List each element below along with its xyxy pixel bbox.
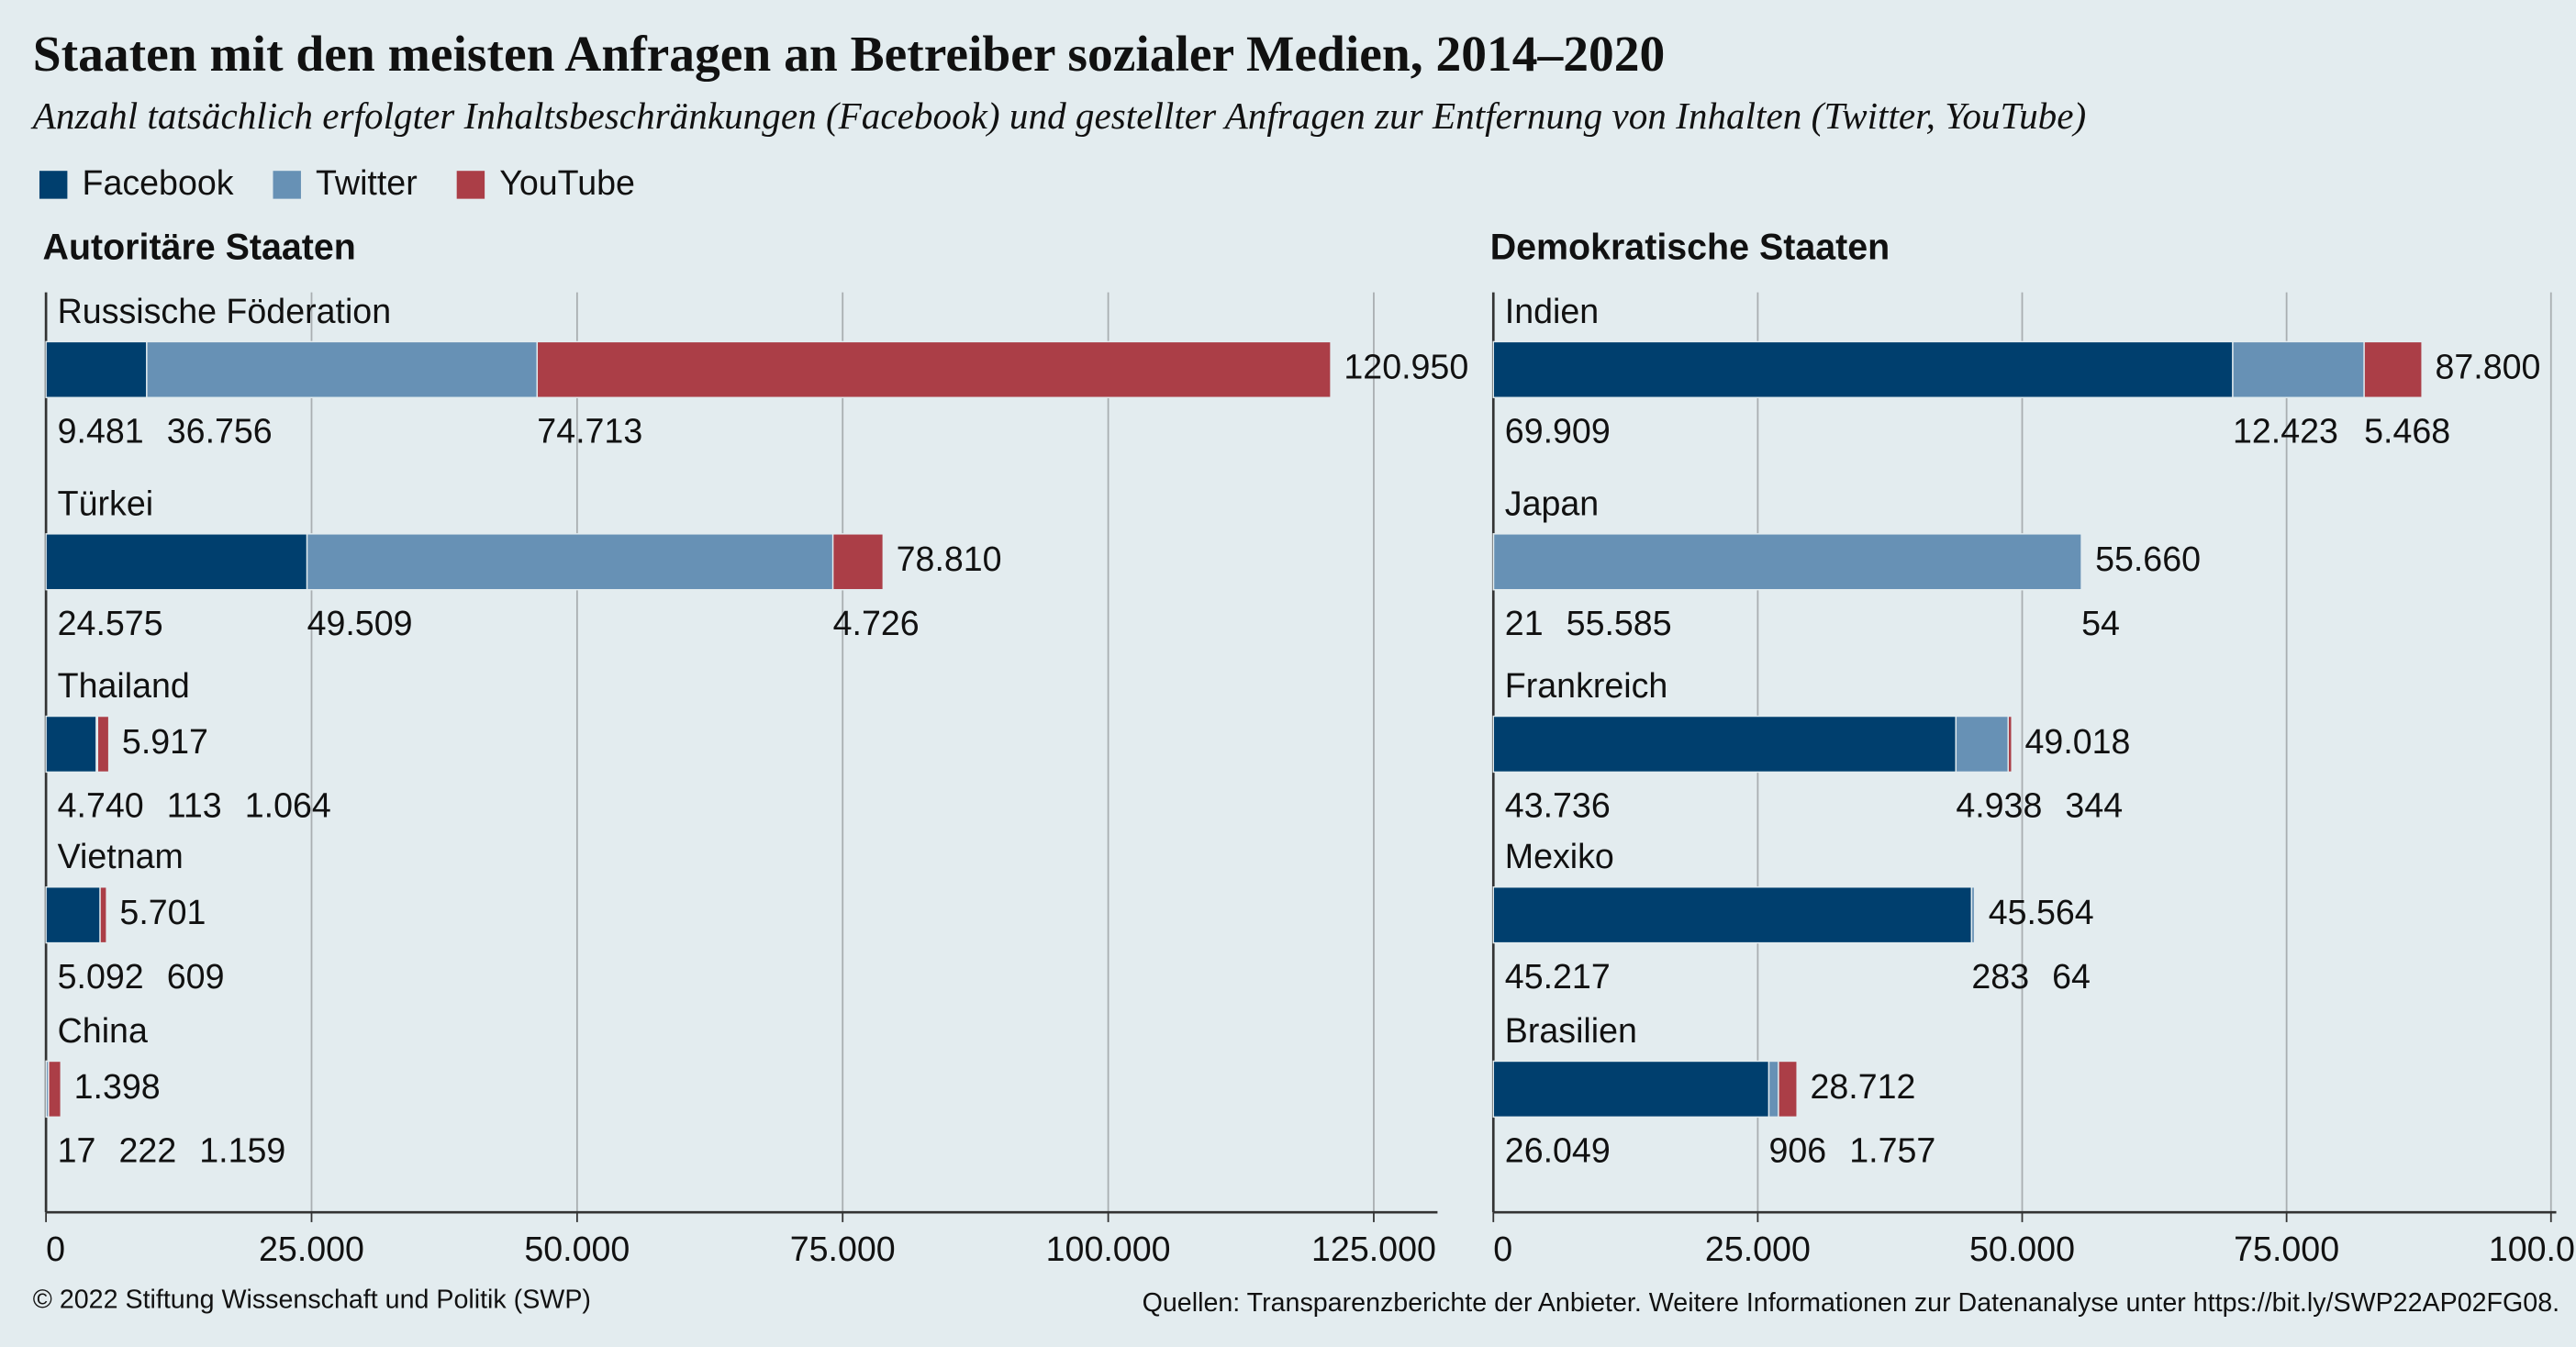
chart-subtitle: Anzahl tatsächlich erfolgter Inhaltsbesc… bbox=[30, 95, 2086, 138]
category-label: Mexiko bbox=[1505, 837, 1614, 875]
panel-title: Autoritäre Staaten bbox=[43, 228, 356, 268]
value-label: 74.713 bbox=[537, 412, 642, 451]
value-label: 21 bbox=[1505, 604, 1544, 642]
value-label: 5.092 bbox=[58, 957, 144, 996]
value-label: 64 bbox=[2052, 957, 2091, 996]
legend-swatch bbox=[456, 171, 485, 199]
chart-title: Staaten mit den meisten Anfragen an Betr… bbox=[33, 27, 1665, 83]
bar-segment bbox=[536, 340, 1332, 398]
value-label: 113 bbox=[167, 786, 222, 825]
bar-segment bbox=[1955, 715, 2009, 774]
x-tick-label: 75.000 bbox=[2234, 1230, 2339, 1268]
value-label: 12.423 bbox=[2233, 412, 2338, 451]
bar-segment bbox=[1492, 886, 1973, 944]
footer-left: © 2022 Stiftung Wissenschaft und Politik… bbox=[33, 1285, 591, 1314]
value-label: 1.159 bbox=[199, 1131, 285, 1170]
total-label: 55.660 bbox=[2095, 540, 2201, 578]
x-tick-label: 50.000 bbox=[524, 1230, 630, 1268]
value-label: 55.585 bbox=[1567, 604, 1672, 642]
value-label: 45.217 bbox=[1505, 957, 1611, 996]
total-label: 5.917 bbox=[122, 722, 208, 761]
footer-right: Quellen: Transparenzberichte der Anbiete… bbox=[1143, 1288, 2559, 1318]
bar-segment bbox=[45, 533, 308, 591]
value-label: 283 bbox=[1971, 957, 2029, 996]
value-label: 69.909 bbox=[1505, 412, 1611, 451]
bar-segment bbox=[1492, 340, 2234, 398]
x-tick-label: 0 bbox=[1493, 1230, 1512, 1268]
bar-segment bbox=[99, 886, 107, 944]
category-label: Indien bbox=[1505, 292, 1599, 330]
bar-segment bbox=[48, 1060, 62, 1119]
category-label: Brasilien bbox=[1505, 1011, 1637, 1050]
value-label: 17 bbox=[58, 1131, 96, 1170]
value-label: 609 bbox=[167, 957, 225, 996]
value-label: 4.740 bbox=[58, 786, 144, 825]
bar-segment bbox=[1973, 886, 1977, 944]
x-tick-label: 0 bbox=[46, 1230, 65, 1268]
x-tick-label: 25.000 bbox=[1705, 1230, 1811, 1268]
category-label: Frankreich bbox=[1505, 666, 1668, 705]
total-label: 45.564 bbox=[1989, 893, 2094, 931]
panel-title: Demokratische Staaten bbox=[1490, 228, 1890, 268]
value-label: 43.736 bbox=[1505, 786, 1611, 825]
bar-segment bbox=[1492, 715, 1957, 774]
value-label: 4.726 bbox=[833, 604, 920, 642]
bar-segment bbox=[45, 886, 101, 944]
bar-segment bbox=[1492, 533, 2082, 591]
x-tick-label: 75.000 bbox=[790, 1230, 896, 1268]
bar-segment bbox=[831, 533, 885, 591]
total-label: 87.800 bbox=[2435, 348, 2540, 386]
category-label: Türkei bbox=[58, 484, 153, 522]
bar-segment bbox=[1778, 1060, 1798, 1119]
x-tick-label: 50.000 bbox=[1969, 1230, 2075, 1268]
bar-segment bbox=[2232, 340, 2365, 398]
bar-segment bbox=[146, 340, 539, 398]
bar-segment bbox=[45, 715, 97, 774]
x-tick-label: 125.000 bbox=[1311, 1230, 1436, 1268]
x-tick-label: 100.000 bbox=[2489, 1230, 2576, 1268]
category-label: Thailand bbox=[58, 666, 190, 705]
legend-swatch bbox=[39, 171, 68, 199]
value-label: 49.509 bbox=[307, 604, 413, 642]
x-tick-label: 100.000 bbox=[1046, 1230, 1171, 1268]
bar-segment bbox=[45, 340, 148, 398]
total-label: 5.701 bbox=[119, 893, 206, 931]
value-label: 4.938 bbox=[1956, 786, 2042, 825]
value-label: 344 bbox=[2065, 786, 2123, 825]
total-label: 1.398 bbox=[74, 1067, 161, 1106]
bar-segment bbox=[1492, 1060, 1770, 1119]
total-label: 78.810 bbox=[897, 540, 1002, 578]
value-label: 9.481 bbox=[58, 412, 144, 451]
value-label: 26.049 bbox=[1505, 1131, 1611, 1170]
value-label: 1.757 bbox=[1849, 1131, 1935, 1170]
bar-segment bbox=[2007, 715, 2013, 774]
legend-label: Facebook bbox=[83, 163, 234, 202]
bar-segment bbox=[2080, 533, 2083, 591]
x-tick-label: 25.000 bbox=[259, 1230, 364, 1268]
bar-segment bbox=[306, 533, 834, 591]
value-label: 54 bbox=[2081, 604, 2120, 642]
category-label: Vietnam bbox=[58, 837, 184, 875]
value-label: 5.468 bbox=[2364, 412, 2450, 451]
total-label: 120.950 bbox=[1344, 348, 1468, 386]
legend-label: Twitter bbox=[316, 163, 418, 202]
value-label: 222 bbox=[119, 1131, 177, 1170]
value-label: 1.064 bbox=[245, 786, 331, 825]
value-label: 36.756 bbox=[167, 412, 273, 451]
category-label: Russische Föderation bbox=[58, 292, 391, 330]
value-label: 24.575 bbox=[58, 604, 163, 642]
legend-swatch bbox=[273, 171, 301, 199]
total-label: 49.018 bbox=[2025, 722, 2131, 761]
value-label: 906 bbox=[1768, 1131, 1826, 1170]
legend-label: YouTube bbox=[499, 163, 635, 202]
category-label: Japan bbox=[1505, 484, 1599, 522]
category-label: China bbox=[58, 1011, 148, 1050]
bar-segment bbox=[96, 715, 110, 774]
total-label: 28.712 bbox=[1810, 1067, 1915, 1106]
bar-segment bbox=[2363, 340, 2423, 398]
bar-segment bbox=[1768, 1060, 1779, 1119]
